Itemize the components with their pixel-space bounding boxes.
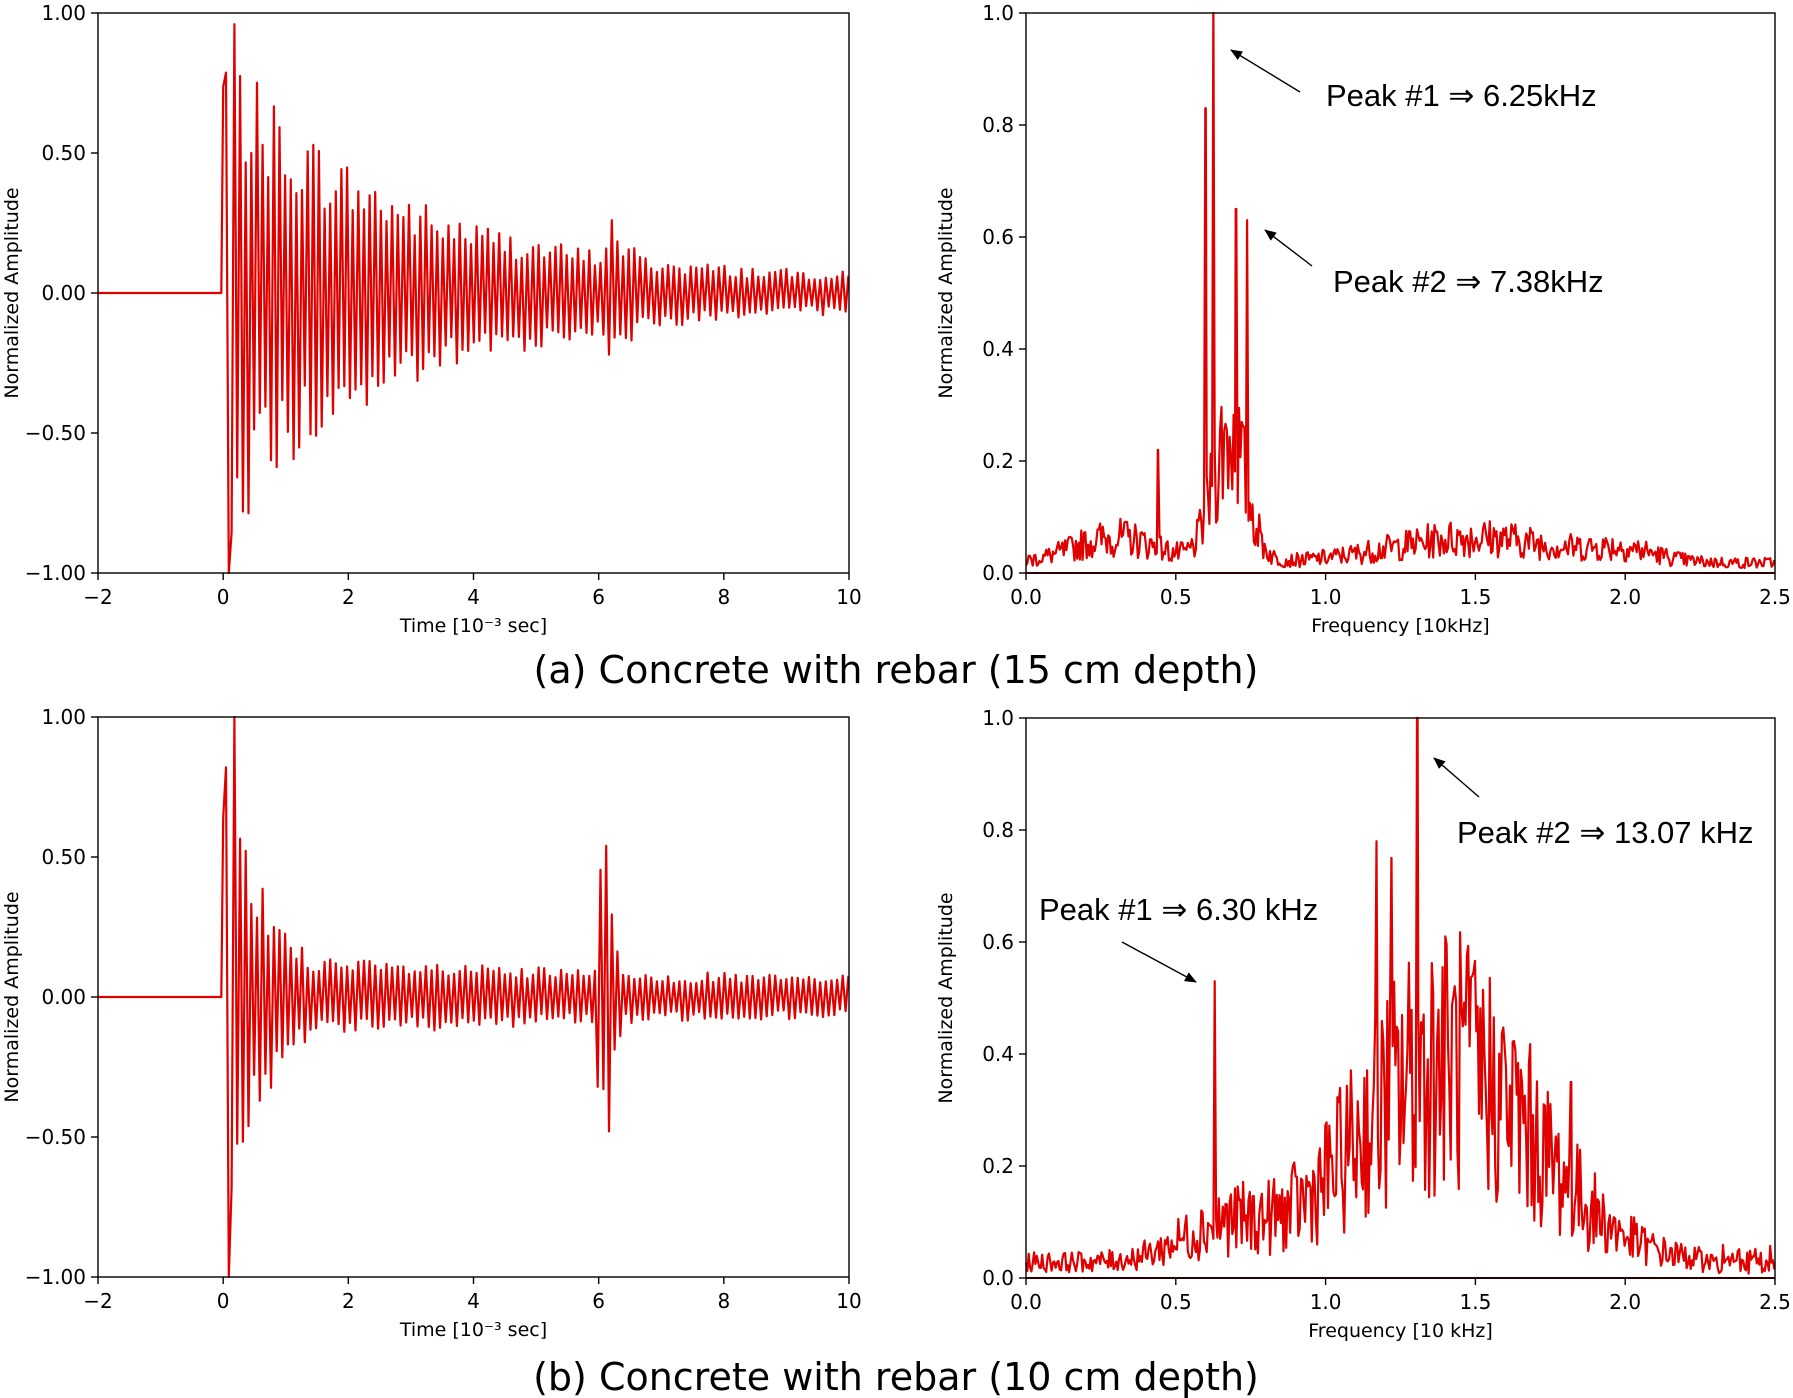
x-tick-label: 10 <box>836 1289 861 1313</box>
y-axis-label: Normalized Amplitude <box>1 891 23 1102</box>
x-tick-label: 8 <box>717 585 730 609</box>
y-tick-label: 0.00 <box>41 985 86 1009</box>
x-tick-label: 2 <box>342 1289 355 1313</box>
annotation-arrow <box>1230 49 1301 93</box>
y-tick-label: 0.00 <box>41 281 86 305</box>
x-tick-label: 1.0 <box>1310 1290 1342 1314</box>
plot-frame <box>1025 717 1776 1279</box>
series-line-signal <box>98 715 850 1279</box>
x-tick-label: 1.5 <box>1459 1290 1491 1314</box>
plot-frame <box>1025 12 1776 574</box>
chart-a_freq: 0.0 0.5 1.0 1.5 2.0 2.5 0.0 0.2 0.4 0.6 0.8 1.0 Freq… <box>935 1 1791 637</box>
y-tick-label: 0.50 <box>41 141 86 165</box>
x-tick-label: 2.0 <box>1609 585 1641 609</box>
y-tick-label: 0.2 <box>982 1154 1014 1178</box>
x-tick-label: 0.0 <box>1010 1290 1042 1314</box>
x-axis-label: Time [10⁻³ sec] <box>399 615 547 637</box>
y-tick-label: 0.50 <box>41 845 86 869</box>
x-tick-label: 0.5 <box>1160 1290 1192 1314</box>
x-tick-label: 0 <box>217 585 230 609</box>
annotation-label: Peak #2 ⇒ 7.38kHz <box>1333 264 1604 299</box>
y-tick-label: 0.6 <box>982 930 1014 954</box>
x-tick-label: 6 <box>592 585 605 609</box>
chart-b_time: −2 0 2 4 6 8 10 1.00 0.50 0.00 −0.50 −1.00 Time [10⁻… <box>1 705 862 1341</box>
x-axis-label: Time [10⁻³ sec] <box>399 1319 547 1341</box>
x-tick-label: −2 <box>83 585 112 609</box>
y-tick-label: 1.00 <box>41 1 86 25</box>
y-tick-label: 0.6 <box>982 225 1014 249</box>
caption-a: (a) Concrete with rebar (15 cm depth) <box>534 648 1259 692</box>
x-tick-label: 2.5 <box>1759 585 1791 609</box>
annotation-arrow <box>1121 941 1197 983</box>
annotation-label: Peak #1 ⇒ 6.25kHz <box>1326 78 1597 113</box>
y-tick-label: 1.00 <box>41 705 86 729</box>
annotation-label: Peak #1 ⇒ 6.30 kHz <box>1039 892 1318 927</box>
x-tick-label: 4 <box>467 585 480 609</box>
series-line-signal <box>98 23 850 575</box>
x-axis-label: Frequency [10kHz] <box>1311 615 1489 637</box>
x-axis-label: Frequency [10 kHz] <box>1308 1320 1493 1342</box>
x-tick-label: 0.5 <box>1160 585 1192 609</box>
y-tick-label: −0.50 <box>25 1125 86 1149</box>
y-axis-label: Normalized Amplitude <box>935 187 957 398</box>
y-tick-label: 0.8 <box>982 113 1014 137</box>
y-tick-label: −1.00 <box>25 1265 86 1289</box>
y-tick-label: 0.0 <box>982 561 1014 585</box>
x-tick-label: 2.0 <box>1609 1290 1641 1314</box>
y-tick-label: 0.4 <box>982 337 1014 361</box>
x-tick-label: 0 <box>217 1289 230 1313</box>
caption-b: (b) Concrete with rebar (10 cm depth) <box>533 1355 1259 1398</box>
y-tick-label: −0.50 <box>25 421 86 445</box>
y-tick-label: 1.0 <box>982 1 1014 25</box>
y-tick-label: −1.00 <box>25 561 86 585</box>
annotation-arrow <box>1264 229 1313 267</box>
y-tick-label: 0.0 <box>982 1266 1014 1290</box>
x-tick-label: 10 <box>836 585 861 609</box>
y-tick-label: 1.0 <box>982 706 1014 730</box>
y-tick-label: 0.8 <box>982 818 1014 842</box>
x-tick-label: 8 <box>717 1289 730 1313</box>
x-tick-label: −2 <box>83 1289 112 1313</box>
x-tick-label: 0.0 <box>1010 585 1042 609</box>
x-tick-label: 2 <box>342 585 355 609</box>
x-tick-label: 1.5 <box>1459 585 1491 609</box>
x-tick-label: 4 <box>467 1289 480 1313</box>
chart-a_time: −2 0 2 4 6 8 10 1.00 0.50 0.00 −0.50 −1.00 Time [10⁻… <box>1 1 862 637</box>
x-tick-label: 6 <box>592 1289 605 1313</box>
y-tick-label: 0.4 <box>982 1042 1014 1066</box>
series-line-spectrum <box>1025 11 1776 570</box>
y-tick-label: 0.2 <box>982 449 1014 473</box>
annotation-label: Peak #2 ⇒ 13.07 kHz <box>1457 815 1754 850</box>
x-tick-label: 2.5 <box>1759 1290 1791 1314</box>
y-axis-label: Normalized Amplitude <box>1 187 23 398</box>
series-line-spectrum <box>1024 716 1776 1275</box>
x-tick-label: 1.0 <box>1310 585 1342 609</box>
y-axis-label: Normalized Amplitude <box>935 892 957 1103</box>
chart-b_freq: 0.0 0.5 1.0 1.5 2.0 2.5 0.0 0.2 0.4 0.6 0.8 1.0 Freq… <box>935 706 1791 1342</box>
annotation-arrow <box>1433 757 1480 798</box>
